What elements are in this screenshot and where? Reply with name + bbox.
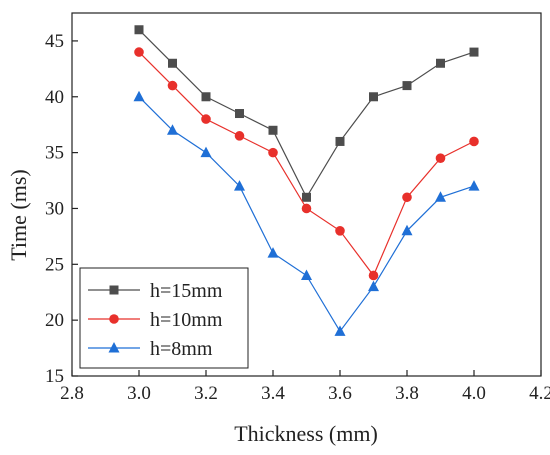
y-tick-label: 45 — [45, 31, 64, 52]
data-point-h-10mm — [268, 147, 278, 158]
legend-marker-h-15mm — [109, 285, 119, 295]
data-point-h-10mm — [134, 47, 144, 57]
data-point-h-8mm — [435, 191, 446, 202]
data-point-h-10mm — [435, 153, 446, 163]
legend-marker-h-8mm — [108, 342, 120, 353]
plot-area-frame — [71, 12, 542, 377]
data-point-h-8mm — [133, 90, 145, 102]
data-point-h-10mm — [201, 114, 211, 124]
data-point-h-8mm — [267, 247, 279, 258]
legend-label-h-15mm: h=15mm — [150, 280, 223, 302]
legend-marker-h-10mm — [109, 314, 119, 324]
data-point-h-15mm — [168, 58, 177, 68]
y-axis-title: Time (ms) — [6, 169, 31, 260]
data-point-h-15mm — [235, 109, 244, 119]
x-tick-label: 4.2 — [529, 383, 550, 404]
x-tick-label: 3.0 — [127, 383, 151, 404]
data-point-h-8mm — [301, 269, 312, 280]
data-point-h-8mm — [200, 146, 212, 158]
data-point-h-8mm — [368, 280, 379, 292]
legend: h=15mm h=10mm h=8mm — [79, 267, 249, 369]
data-point-h-15mm — [369, 92, 378, 102]
data-point-h-10mm — [469, 136, 479, 147]
y-tick-label: 40 — [45, 87, 64, 108]
series-line-h-10mm — [138, 51, 475, 277]
x-tick-label: 4.0 — [462, 383, 486, 404]
x-tick-label: 2.8 — [60, 383, 84, 404]
data-point-h-15mm — [469, 47, 479, 57]
data-point-h-15mm — [335, 136, 345, 146]
data-point-h-15mm — [402, 81, 412, 91]
data-point-h-8mm — [234, 180, 245, 191]
data-point-h-15mm — [302, 192, 311, 202]
y-tick-label: 30 — [45, 198, 64, 219]
x-tick-label: 3.2 — [194, 383, 218, 404]
data-point-h-10mm — [301, 203, 312, 214]
series-line-h-15mm — [138, 29, 475, 199]
x-tick-label: 3.6 — [328, 383, 352, 404]
series-h-15mm — [134, 25, 479, 202]
data-point-h-15mm — [268, 125, 278, 135]
y-tick-label: 35 — [45, 143, 64, 164]
series-h-10mm — [134, 47, 479, 281]
data-point-h-15mm — [134, 25, 144, 35]
data-point-h-8mm — [401, 224, 413, 236]
data-point-h-10mm — [234, 131, 245, 141]
series-h-8mm — [133, 90, 480, 336]
data-point-h-10mm — [335, 226, 345, 236]
y-tick-label: 15 — [45, 366, 64, 387]
y-tick-label: 25 — [45, 254, 64, 275]
legend-label-h-10mm: h=10mm — [150, 309, 223, 331]
data-point-h-10mm — [368, 270, 379, 281]
data-point-h-10mm — [402, 192, 412, 203]
y-tick-label: 20 — [45, 310, 64, 331]
data-point-h-8mm — [167, 124, 178, 135]
data-point-h-15mm — [201, 92, 211, 102]
data-point-h-10mm — [167, 80, 178, 91]
x-tick-label: 3.4 — [261, 383, 285, 404]
data-point-h-15mm — [436, 58, 445, 68]
data-point-h-8mm — [468, 180, 480, 191]
data-point-h-8mm — [334, 325, 346, 336]
x-tick-label: 3.8 — [395, 383, 419, 404]
x-axis-title: Thickness (mm) — [234, 421, 378, 446]
legend-label-h-8mm: h=8mm — [150, 338, 213, 360]
legend-box — [79, 267, 249, 369]
